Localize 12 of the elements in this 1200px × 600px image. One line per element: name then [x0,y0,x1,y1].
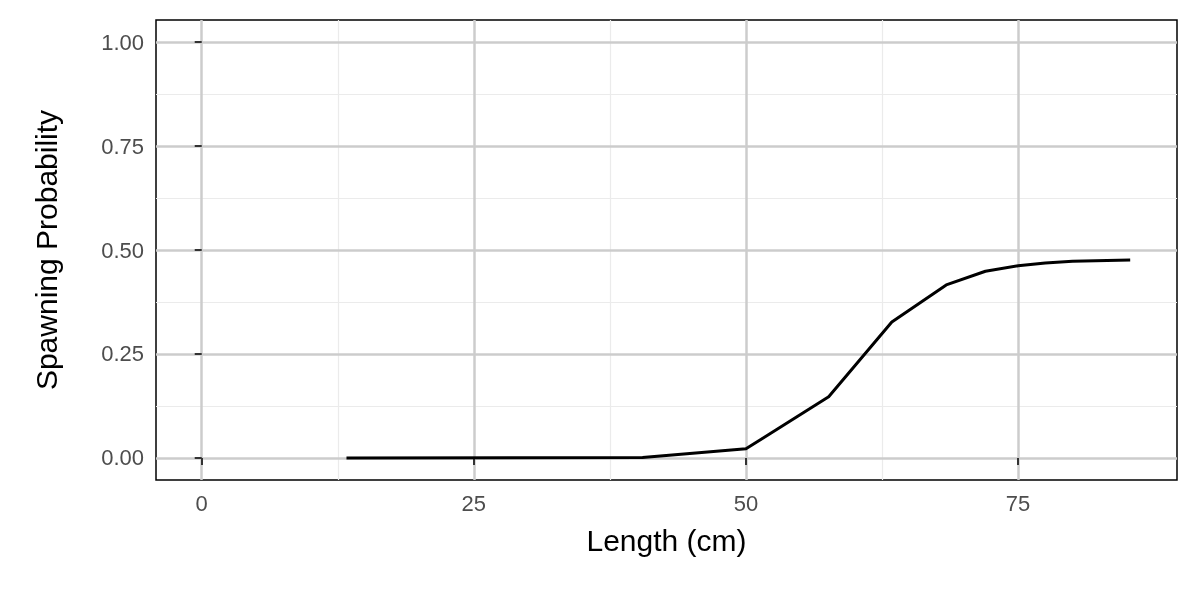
x-tick-label: 25 [461,490,487,516]
y-axis-title: Spawning Probability [29,109,63,391]
y-tick-label: 0.25 [101,341,144,367]
y-tick-label: 0.00 [101,445,144,471]
line-series [344,258,1132,460]
y-tick-label: 0.75 [101,133,144,159]
x-axis-title: Length (cm) [586,523,747,557]
y-tick-label: 1.00 [101,29,144,55]
y-tick-label: 0.50 [101,237,144,263]
x-tick-label: 75 [1005,490,1031,516]
x-tick-label: 0 [195,490,208,516]
x-tick-label: 50 [733,490,759,516]
